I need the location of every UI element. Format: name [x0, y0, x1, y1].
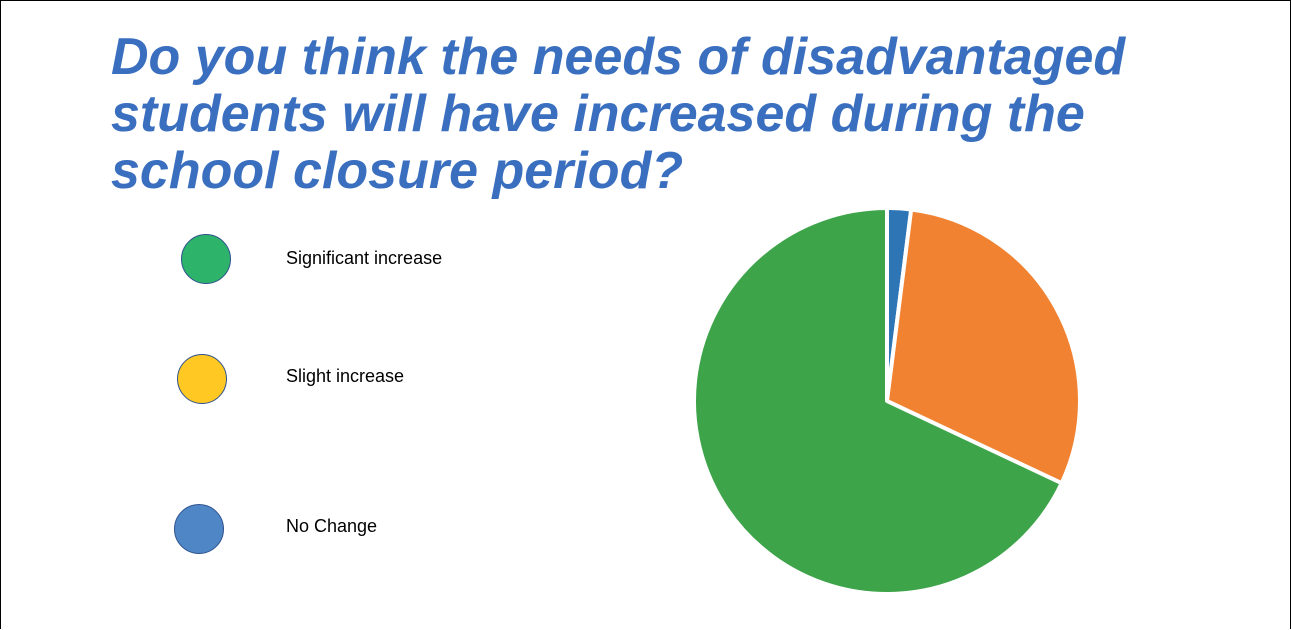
legend-swatch [181, 234, 231, 284]
legend-item-significant-increase: Significant increase [1, 226, 601, 286]
legend-item-no-change: No Change [1, 496, 601, 556]
chart-title: Do you think the needs of disadvantaged … [111, 28, 1126, 200]
pie-slice-2 [692, 206, 1064, 596]
legend-label: Significant increase [286, 248, 443, 268]
pie-slice-1 [885, 207, 1082, 486]
legend-item-slight-increase: Slight increase [1, 346, 601, 406]
legend-swatch [174, 504, 224, 554]
legend-label: No Change [286, 516, 378, 536]
legend-swatch [177, 354, 227, 404]
legend-label: Slight increase [286, 366, 405, 386]
